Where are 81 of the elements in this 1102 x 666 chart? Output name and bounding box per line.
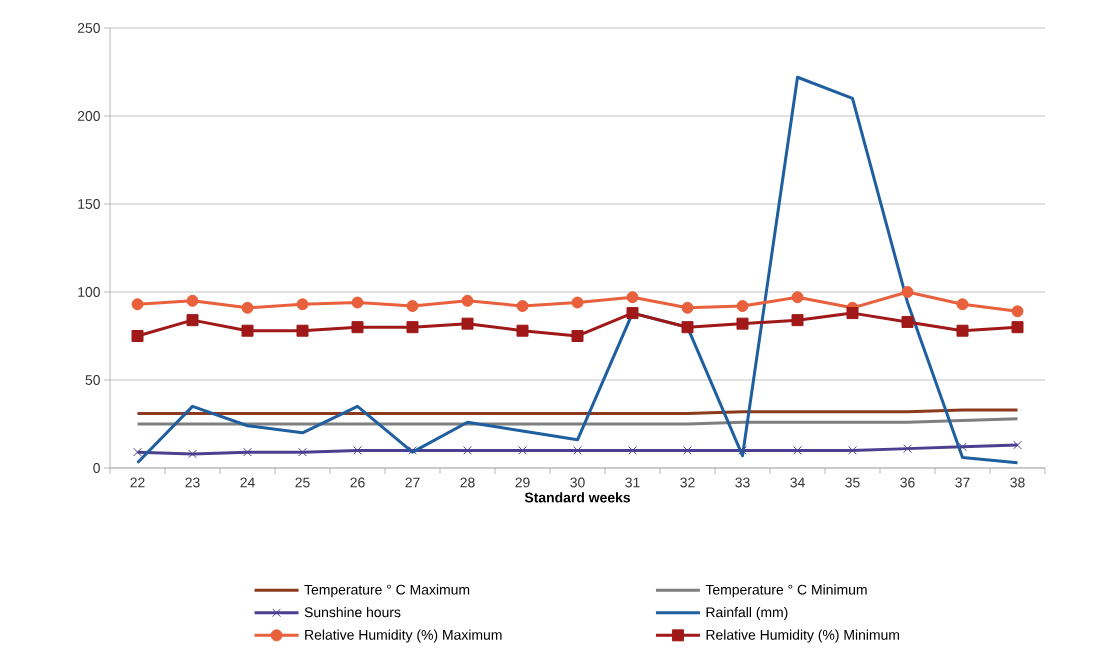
point [848, 446, 857, 455]
point [353, 446, 362, 455]
point [846, 307, 859, 320]
x-tick-label: 26 [350, 477, 365, 488]
point [793, 446, 802, 455]
point [406, 321, 419, 334]
x-axis-title: Standard weeks [524, 492, 631, 503]
point [958, 442, 967, 452]
point [736, 317, 749, 330]
x-tick-label: 24 [240, 477, 255, 488]
y-tick-label: 250 [77, 23, 100, 33]
y-tick-label: 50 [85, 375, 100, 385]
legend-label: Temperature ° C Maximum [304, 584, 470, 598]
point [131, 298, 144, 311]
point [901, 315, 914, 328]
point [131, 329, 144, 342]
point [241, 301, 254, 314]
point [738, 446, 747, 455]
point [461, 294, 474, 307]
point [351, 321, 364, 334]
x-tick-label: 28 [460, 477, 475, 488]
legend-label: Temperature ° C Minimum [705, 584, 867, 598]
point [571, 296, 584, 309]
point [956, 298, 969, 311]
point [133, 447, 142, 457]
point [1011, 305, 1024, 318]
point [241, 324, 254, 337]
y-tick-label: 0 [93, 463, 100, 473]
x-tick-label: 29 [515, 477, 530, 488]
point [1011, 321, 1024, 334]
x-tick-label: 30 [570, 477, 585, 488]
point [1013, 440, 1022, 450]
point [186, 294, 199, 307]
point [296, 324, 309, 337]
point [408, 446, 417, 455]
point [791, 314, 804, 327]
point [518, 446, 527, 455]
point [628, 446, 637, 455]
x-tick-label: 37 [955, 477, 970, 488]
y-tick-label: 100 [78, 287, 100, 297]
x-tick-label: 35 [845, 477, 860, 488]
legend-label: Rainfall (mm) [706, 606, 788, 620]
point [956, 324, 969, 337]
point [516, 324, 529, 337]
x-tick-label: 38 [1010, 477, 1025, 488]
point [901, 285, 914, 298]
point [463, 446, 472, 455]
point [571, 329, 584, 342]
point [681, 301, 694, 314]
y-tick-label: 200 [77, 111, 100, 121]
point [243, 447, 252, 457]
point [791, 291, 804, 304]
point [681, 321, 694, 334]
point [626, 307, 639, 320]
legend-label: Sunshine hours [304, 606, 401, 618]
line-series [136, 75, 1020, 465]
point [573, 446, 582, 455]
point [461, 317, 474, 330]
point [516, 300, 529, 313]
x-tick-label: 32 [680, 477, 695, 488]
y-tick-label: 150 [78, 199, 100, 209]
legend-label: Relative Humidity (%) Maximum [305, 629, 502, 643]
x-tick-label: 25 [295, 477, 310, 488]
point [406, 300, 419, 313]
point [683, 446, 692, 455]
point [188, 449, 197, 459]
point [186, 314, 199, 327]
point [736, 300, 749, 313]
point [296, 298, 309, 311]
x-tick-label: 23 [185, 477, 200, 488]
point [626, 291, 639, 304]
x-tick-label: 27 [405, 477, 420, 488]
point [298, 447, 307, 457]
x-tick-label: 22 [130, 477, 145, 488]
x-tick-label: 31 [625, 477, 640, 488]
point [903, 444, 912, 454]
x-tick-label: 33 [735, 477, 750, 488]
legend-label: Relative Humidity (%) Minimum [706, 629, 900, 643]
x-tick-label: 34 [790, 477, 805, 488]
point [351, 296, 364, 309]
x-tick-label: 36 [900, 477, 915, 488]
